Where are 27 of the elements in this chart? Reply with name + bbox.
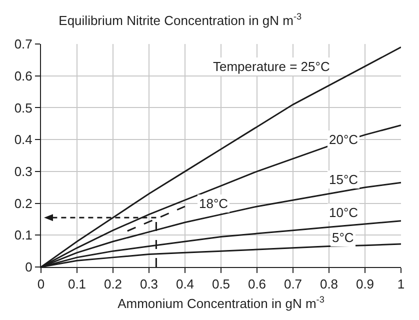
y-tick-label: 0.4	[14, 132, 32, 148]
y-tick-label: 0	[25, 260, 32, 275]
y-tick-label: 0.2	[14, 196, 32, 211]
y-tick-label: 0.1	[14, 228, 32, 243]
x-tick-label: 0.1	[68, 276, 86, 292]
series-label: 18°C	[199, 196, 228, 211]
x-tick-label: 0.6	[248, 276, 266, 292]
x-tick-label: 0.7	[284, 276, 302, 292]
x-tick-label: 0.8	[320, 276, 338, 292]
chart-title: Equilibrium Nitrite Concentration in gN m$^{-3}$	[58, 12, 302, 28]
x-tick-label: 0.4	[176, 276, 194, 292]
x-tick-label: 0	[37, 276, 45, 292]
x-tick-label: 0.9	[356, 276, 374, 292]
x-tick-label: 0.3	[140, 276, 158, 292]
x-tick-label: 0.5	[212, 276, 230, 292]
y-tick-label: 0.6	[14, 68, 32, 84]
series-label: Temperature = 25°C	[213, 59, 330, 74]
y-tick-label: 0.3	[14, 164, 32, 179]
y-tick-label: 0.7	[14, 36, 32, 52]
series-label: 5°C	[332, 230, 354, 245]
series-label: 15°C	[329, 172, 358, 187]
y-tick-label: 0.5	[14, 100, 32, 116]
x-axis-title: Ammonium Concentration in gN m$^{-3}$	[118, 294, 324, 312]
series-label: 20°C	[329, 132, 358, 147]
series-label: 10°C	[329, 205, 358, 220]
x-tick-label: 1	[397, 276, 405, 292]
x-tick-label: 0.2	[104, 276, 122, 292]
